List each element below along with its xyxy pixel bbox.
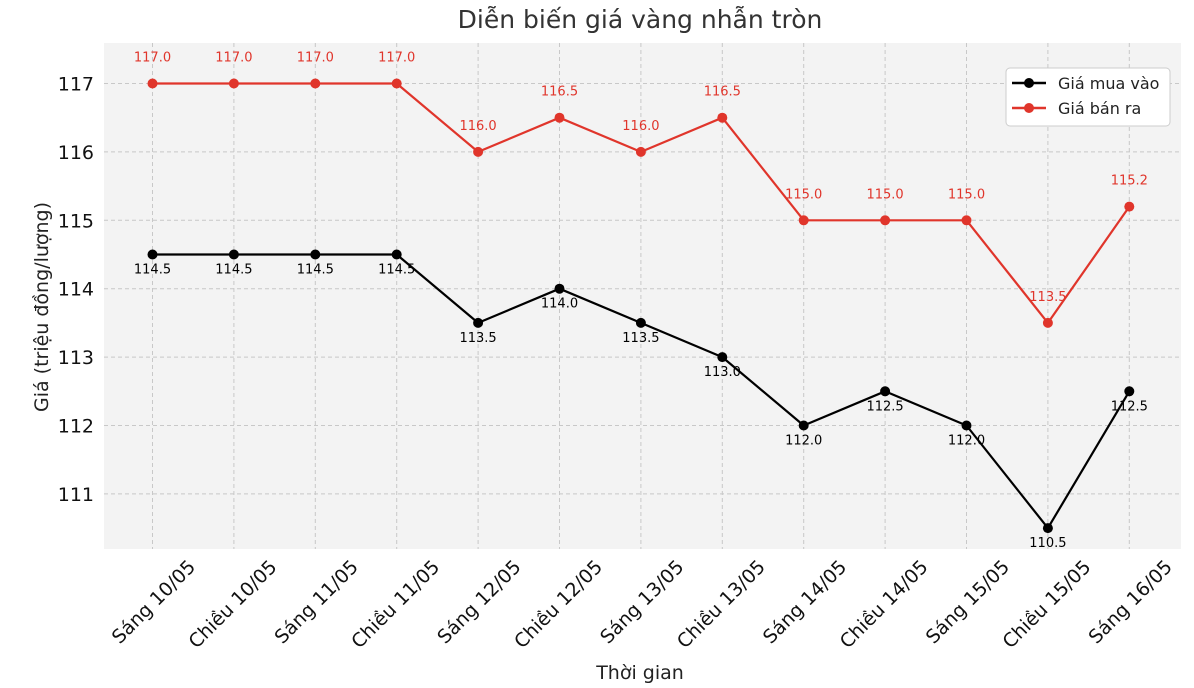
- data-point: [880, 386, 891, 397]
- data-label: 116.5: [541, 85, 578, 100]
- data-point: [147, 249, 158, 260]
- data-label: 117.0: [215, 51, 252, 66]
- series-lines: [147, 78, 1135, 534]
- grid-lines: [104, 43, 1181, 549]
- data-label: 113.5: [622, 331, 659, 346]
- data-label: 115.0: [866, 187, 903, 202]
- data-label: 112.0: [948, 434, 985, 449]
- data-point: [1042, 523, 1053, 534]
- data-point: [1124, 201, 1135, 212]
- data-point: [798, 215, 809, 226]
- data-label: 115.0: [948, 187, 985, 202]
- data-label: 114.5: [215, 263, 252, 278]
- data-point: [310, 78, 321, 89]
- data-label: 113.0: [704, 365, 741, 380]
- data-label: 116.5: [704, 85, 741, 100]
- legend-label-sell: Giá bán ra: [1058, 99, 1141, 118]
- y-tick-label: 116: [58, 142, 94, 164]
- data-label: 113.5: [459, 331, 496, 346]
- legend: Giá mua vào Giá bán ra: [1005, 67, 1171, 127]
- data-point: [473, 317, 484, 328]
- data-point: [635, 146, 646, 157]
- data-point: [880, 215, 891, 226]
- data-labels: 114.5 114.5 114.5 114.5 113.5 114.0 113.5 113.0…: [134, 51, 1148, 552]
- data-label: 110.5: [1029, 536, 1066, 551]
- y-tick-label: 117: [58, 74, 94, 96]
- data-point: [228, 78, 239, 89]
- legend-label-buy: Giá mua vào: [1058, 74, 1159, 93]
- data-label: 114.0: [541, 297, 578, 312]
- y-tick-label: 115: [58, 210, 94, 232]
- data-point: [228, 249, 239, 260]
- plot-area: [104, 43, 1181, 549]
- y-tick-label: 112: [58, 416, 94, 438]
- data-point: [310, 249, 321, 260]
- data-label: 117.0: [297, 51, 334, 66]
- data-label: 117.0: [134, 51, 171, 66]
- data-label: 114.5: [297, 263, 334, 278]
- data-point: [717, 112, 728, 123]
- data-label: 113.5: [1029, 290, 1066, 305]
- data-point: [1124, 386, 1135, 397]
- y-tick-label: 113: [58, 347, 94, 369]
- x-tick-label: Sáng 16/05: [1084, 556, 1176, 648]
- data-point: [473, 146, 484, 157]
- data-label: 114.5: [134, 263, 171, 278]
- data-point: [1042, 317, 1053, 328]
- data-label: 116.0: [622, 119, 659, 134]
- data-point: [961, 215, 972, 226]
- data-label: 112.5: [1111, 399, 1148, 414]
- legend-marker-buy: [1024, 78, 1034, 88]
- y-axis-label: Giá (triệu đồng/lượng): [31, 202, 53, 412]
- data-label: 114.5: [378, 263, 415, 278]
- chart-title: Diễn biến giá vàng nhẫn tròn: [458, 5, 823, 34]
- data-point: [391, 249, 402, 260]
- data-label: 117.0: [378, 51, 415, 66]
- data-label: 115.2: [1111, 174, 1148, 189]
- data-label: 112.0: [785, 434, 822, 449]
- data-point: [717, 352, 728, 363]
- data-label: 112.5: [866, 399, 903, 414]
- data-point: [961, 420, 972, 431]
- data-label: 116.0: [459, 119, 496, 134]
- data-point: [147, 78, 158, 89]
- data-point: [554, 112, 565, 123]
- x-axis-label: Thời gian: [595, 662, 684, 684]
- legend-box: [1005, 67, 1171, 127]
- y-tick-label: 114: [58, 279, 94, 301]
- data-point: [391, 78, 402, 89]
- data-point: [635, 317, 646, 328]
- y-tick-label: 111: [58, 484, 94, 506]
- data-label: 115.0: [785, 187, 822, 202]
- data-point: [798, 420, 809, 431]
- legend-marker-sell: [1024, 103, 1034, 113]
- data-point: [554, 283, 565, 294]
